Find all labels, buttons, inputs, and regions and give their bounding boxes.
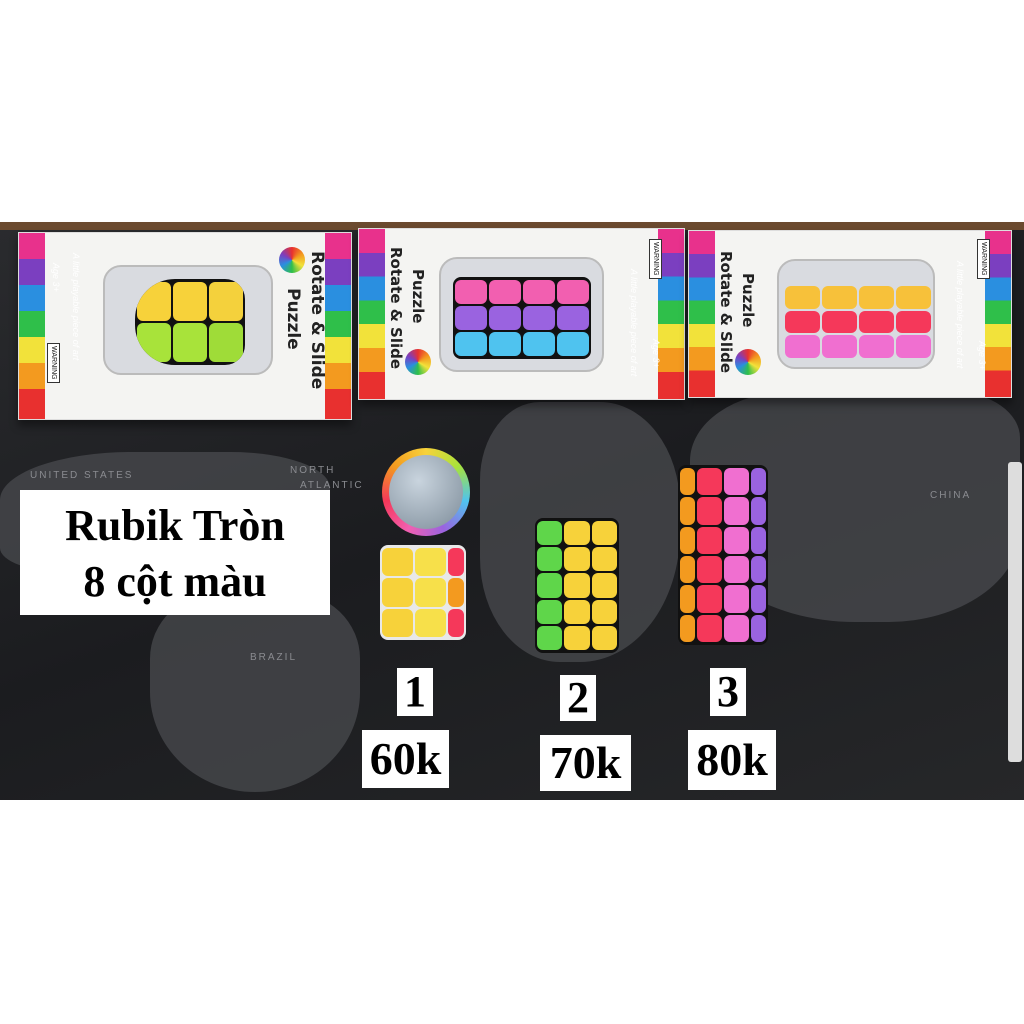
product-price-1: 60k: [362, 730, 449, 788]
package-subtitle: Puzzle: [283, 288, 303, 350]
tagline: A little playable piece of art: [629, 269, 639, 377]
product-price-3: 80k: [688, 730, 776, 790]
puzzle-2: [535, 518, 619, 653]
warning-label: WARNING: [977, 239, 990, 279]
puzzle-1: [380, 545, 466, 640]
map-label: BRAZIL: [250, 652, 298, 663]
warning-label: WARNING: [649, 239, 662, 279]
age-label: Age 3+: [51, 263, 61, 292]
package-title: Rotate & Slide: [717, 251, 735, 374]
package-box-2: Rotate & Slide Puzzle A little playable …: [358, 228, 685, 400]
age-label: Age 3+: [977, 341, 987, 370]
product-number-1: 1: [397, 668, 433, 716]
table-edge: [0, 222, 1024, 230]
map-label: ATLANTIC: [300, 480, 364, 491]
package-box-1: Age 3+ A little playable piece of art WA…: [18, 232, 352, 420]
warning-label: WARNING: [47, 343, 60, 383]
package-subtitle: Puzzle: [409, 269, 427, 324]
tagline: A little playable piece of art: [955, 261, 965, 369]
product-price-2: 70k: [540, 735, 631, 791]
map-label: UNITED STATES: [30, 470, 134, 481]
title-line-1: Rubik Tròn: [65, 501, 285, 550]
puzzle-3: [678, 465, 768, 645]
title-box: Rubik Tròn 8 cột màu: [20, 490, 330, 615]
package-subtitle: Puzzle: [739, 273, 757, 328]
map-label: CHINA: [930, 490, 972, 501]
product-number-2: 2: [560, 675, 596, 721]
puzzle-1-top: [382, 448, 470, 536]
tagline: A little playable piece of art: [71, 253, 81, 361]
product-number-3: 3: [710, 668, 746, 716]
map-label: NORTH: [290, 465, 336, 476]
age-label: Age 3+: [651, 339, 661, 368]
package-title: Rotate & Slide: [387, 247, 405, 370]
package-title: Rotate & Slide: [307, 251, 327, 390]
title-line-2: 8 cột màu: [83, 557, 267, 606]
package-box-3: Rotate & Slide Puzzle A little playable …: [688, 230, 1012, 398]
